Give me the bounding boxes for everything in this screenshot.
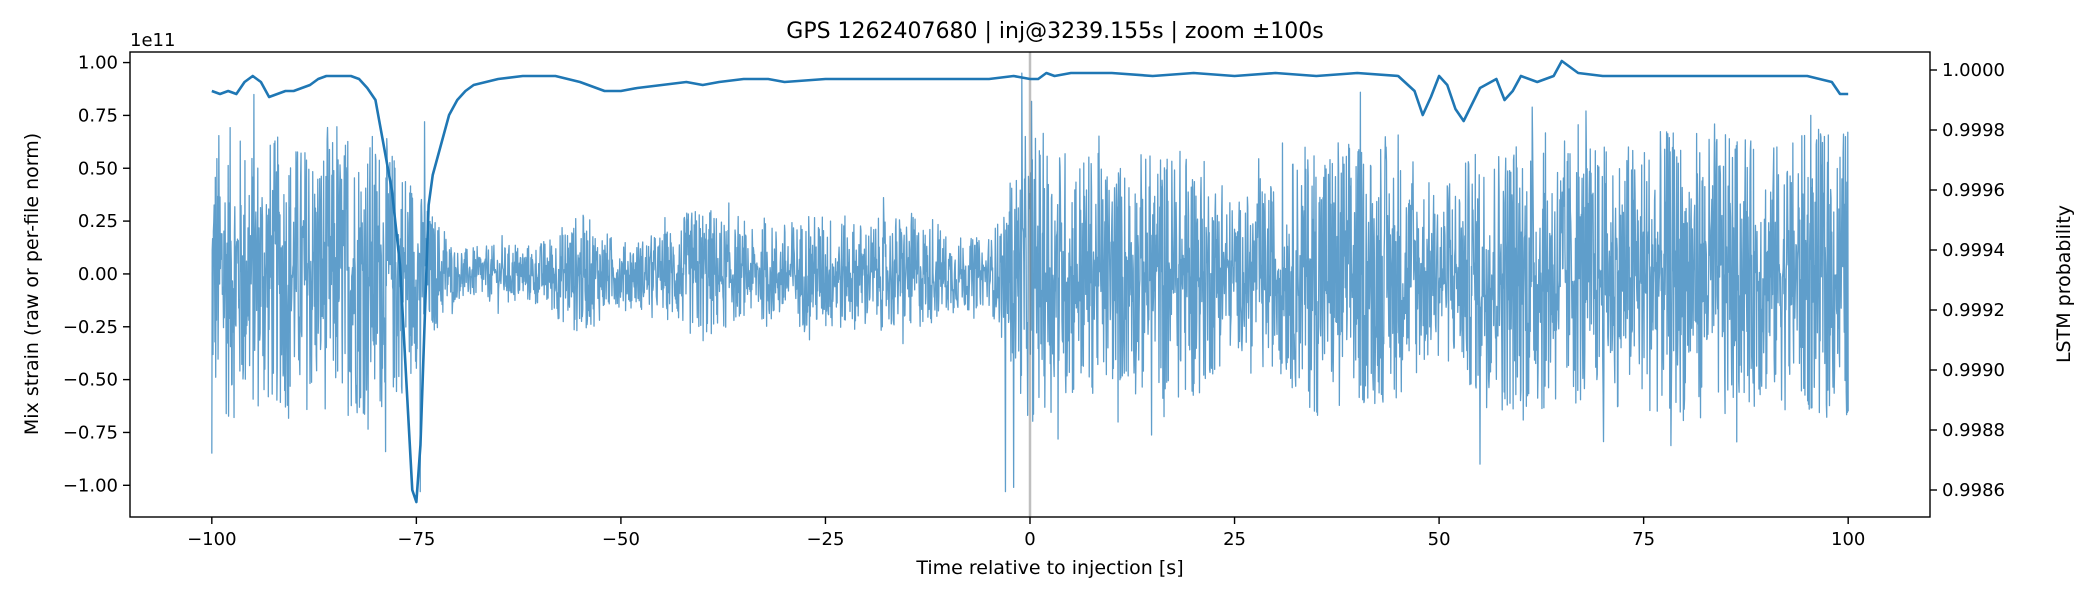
x-tick-label: 0 (1024, 529, 1035, 550)
x-tick-label: −50 (602, 529, 640, 550)
left-axis-multiplier: 1e11 (130, 30, 175, 51)
y-axis-right-label: LSTM probability (2053, 205, 2075, 363)
y-axis-left-label: Mix strain (raw or per-file norm) (21, 133, 43, 435)
y-right-tick-label: 0.9992 (1942, 300, 2005, 321)
plot-area (211, 52, 1849, 517)
y-right-tick-label: 0.9988 (1942, 420, 2005, 441)
y-right-tick-label: 0.9996 (1942, 180, 2005, 201)
lstm-probability-line (211, 59, 1849, 504)
x-tick-label: 50 (1428, 529, 1451, 550)
y-axis-right: 1.0000 0.9998 0.9996 0.9994 0.9992 0.9990 0.99… (1930, 60, 2005, 501)
y-left-tick-label: −0.50 (63, 370, 118, 391)
y-right-tick-label: 0.9986 (1942, 480, 2005, 501)
x-tick-label: 25 (1223, 529, 1246, 550)
x-tick-label: −100 (187, 529, 236, 550)
y-left-tick-label: −1.00 (63, 475, 118, 496)
y-left-tick-label: 0.75 (78, 105, 118, 126)
x-tick-label: 75 (1632, 529, 1655, 550)
chart-title: GPS 1262407680 | inj@3239.155s | zoom ±1… (786, 19, 1323, 44)
lstm-probability-series (211, 59, 1849, 504)
y-right-tick-label: 1.0000 (1942, 60, 2005, 81)
y-left-tick-label: 0.50 (78, 158, 118, 179)
y-left-tick-label: 1.00 (78, 53, 118, 74)
y-left-tick-label: −0.25 (63, 317, 118, 338)
y-right-tick-label: 0.9990 (1942, 360, 2005, 381)
y-right-tick-label: 0.9998 (1942, 120, 2005, 141)
x-tick-label: −75 (397, 529, 435, 550)
y-axis-left: 1.00 0.75 0.50 0.25 0.00 −0.25 −0.50 −0.75 −1.00 (63, 53, 130, 496)
y-right-tick-label: 0.9994 (1942, 240, 2005, 261)
y-left-tick-label: 0.00 (78, 264, 118, 285)
y-left-tick-label: −0.75 (63, 422, 118, 443)
y-left-tick-label: 0.25 (78, 211, 118, 232)
x-tick-label: −25 (806, 529, 844, 550)
x-tick-label: 100 (1831, 529, 1865, 550)
x-axis-label: Time relative to injection [s] (915, 557, 1183, 579)
x-axis: −100 −75 −50 −25 0 25 50 75 100 (187, 517, 1865, 550)
